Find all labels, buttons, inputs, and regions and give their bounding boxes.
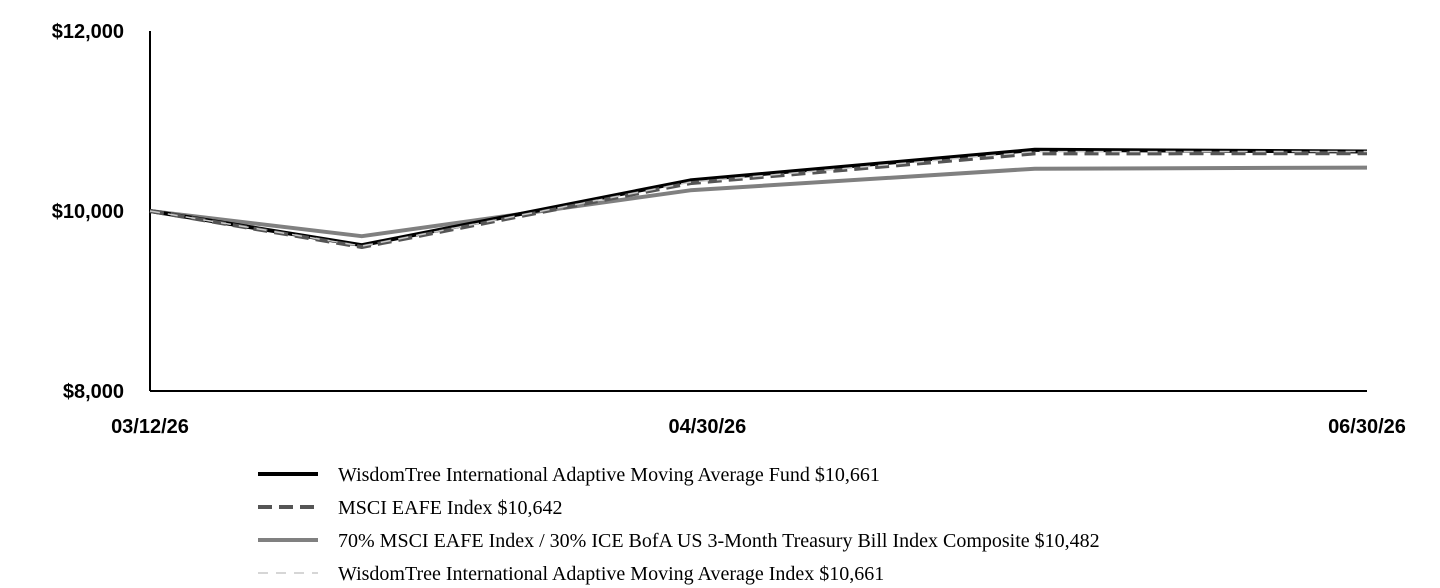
- y-tick-label: $10,000: [52, 201, 124, 223]
- series-line-1: [149, 147, 1368, 248]
- x-tick-label: 03/12/26: [111, 416, 189, 438]
- legend-label-1: WisdomTree International Adaptive Moving…: [338, 464, 880, 486]
- series-line-4: [149, 150, 1368, 247]
- x-tick-label: 04/30/26: [668, 416, 746, 438]
- y-tick-label: $12,000: [52, 21, 124, 43]
- legend-label-3: 70% MSCI EAFE Index / 30% ICE BofA US 3-…: [338, 530, 1100, 552]
- series-line-3: [149, 165, 1368, 239]
- series-line-2: [149, 151, 1368, 249]
- y-tick-label: $8,000: [63, 381, 124, 403]
- legend-label-2: MSCI EAFE Index $10,642: [338, 497, 562, 519]
- x-tick-label: 06/30/26: [1328, 416, 1406, 438]
- legend-label-4: WisdomTree International Adaptive Moving…: [338, 563, 884, 585]
